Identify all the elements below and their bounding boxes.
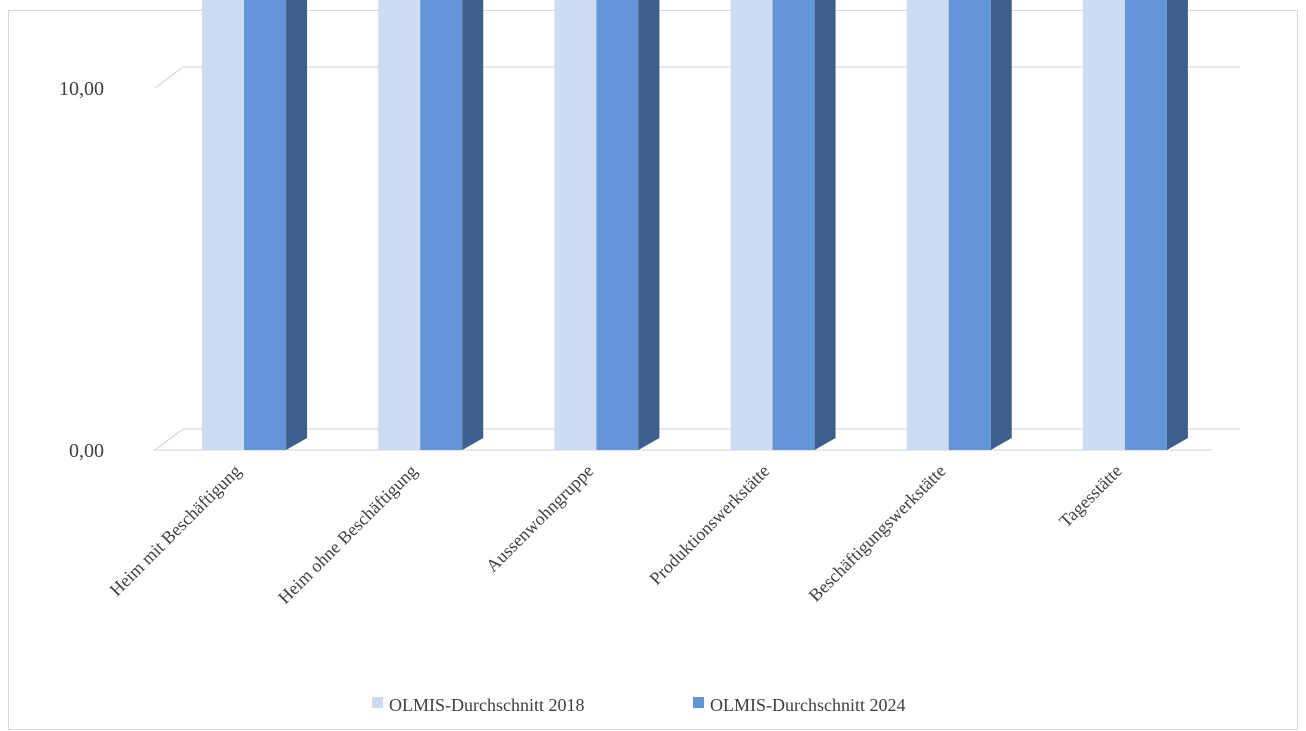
category-label: Heim ohne Beschäftigung	[274, 461, 421, 608]
category-label: Beschäftigungswerkstätte	[805, 461, 950, 606]
bar-2024	[596, 0, 639, 450]
bar-2024-side	[1166, 0, 1188, 450]
bar-2018	[730, 0, 773, 450]
category-label: Aussenwohngruppe	[482, 461, 597, 576]
bar-2018	[906, 0, 949, 451]
bar-2024	[772, 0, 815, 450]
bar-2024	[948, 0, 991, 450]
bar-2018	[378, 0, 421, 450]
bar-2024	[244, 0, 287, 450]
legend-label-2018: OLMIS-Durchschnitt 2018	[389, 695, 584, 715]
y-axis-ticks: 0,0010,0020,0030,0040,0050,0060,0070,008…	[59, 78, 104, 462]
category-label: Tagesstätte	[1055, 461, 1126, 532]
bars	[202, 0, 1188, 451]
bar-2024	[420, 0, 463, 450]
y-tick-label: 0,00	[69, 440, 104, 462]
bar-2018	[554, 0, 597, 450]
bar-2018	[202, 0, 245, 450]
bar-2024-side	[990, 0, 1012, 450]
legend-swatch-2018	[372, 697, 383, 708]
category-label: Produktionswerkstätte	[645, 461, 773, 589]
x-axis-category-labels: Heim mit Beschäftigung Heim ohne Beschäft…	[106, 461, 1126, 608]
gridline-depth	[154, 428, 184, 451]
bar-2024-side	[462, 0, 484, 450]
bar-2024	[1124, 0, 1167, 450]
bar-2024-side	[814, 0, 836, 450]
bar-2024-side	[638, 0, 660, 450]
legend: OLMIS-Durchschnitt 2018 OLMIS-Durchschni…	[372, 695, 905, 715]
category-label: Heim mit Beschäftigung	[106, 461, 245, 600]
bar-2018	[1082, 0, 1125, 450]
legend-label-2024: OLMIS-Durchschnitt 2024	[710, 695, 905, 715]
y-tick-label: 10,00	[59, 78, 104, 100]
gridlines	[153, 66, 1240, 451]
gridline-depth	[154, 66, 184, 89]
bar-2024-side	[286, 0, 308, 450]
legend-swatch-2024	[693, 697, 704, 708]
